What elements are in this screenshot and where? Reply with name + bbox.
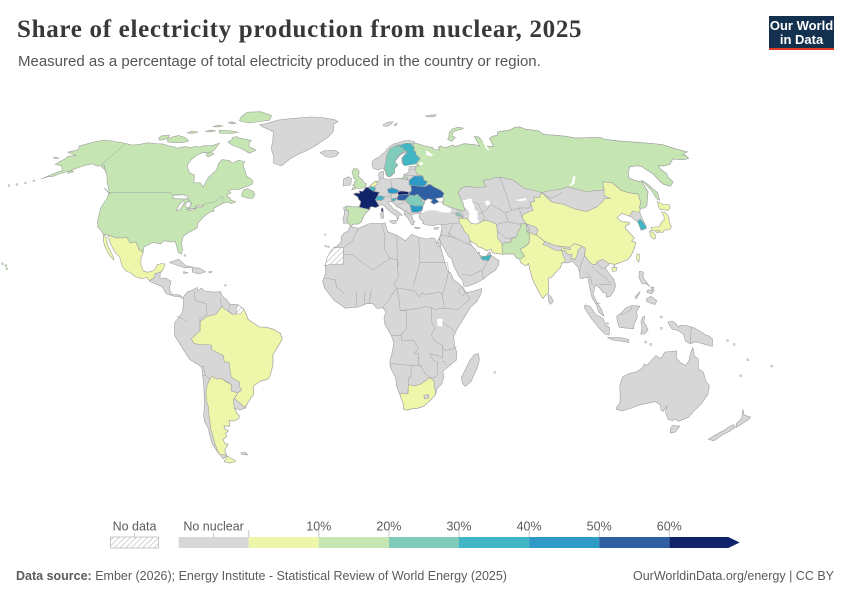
svg-text:10%: 10% (306, 520, 331, 534)
svg-text:60%: 60% (657, 520, 682, 534)
svg-text:20%: 20% (376, 520, 401, 534)
svg-text:40%: 40% (517, 520, 542, 534)
svg-text:50%: 50% (587, 520, 612, 534)
svg-text:30%: 30% (446, 520, 471, 534)
svg-text:No data: No data (113, 520, 157, 534)
svg-text:No nuclear: No nuclear (183, 520, 243, 534)
